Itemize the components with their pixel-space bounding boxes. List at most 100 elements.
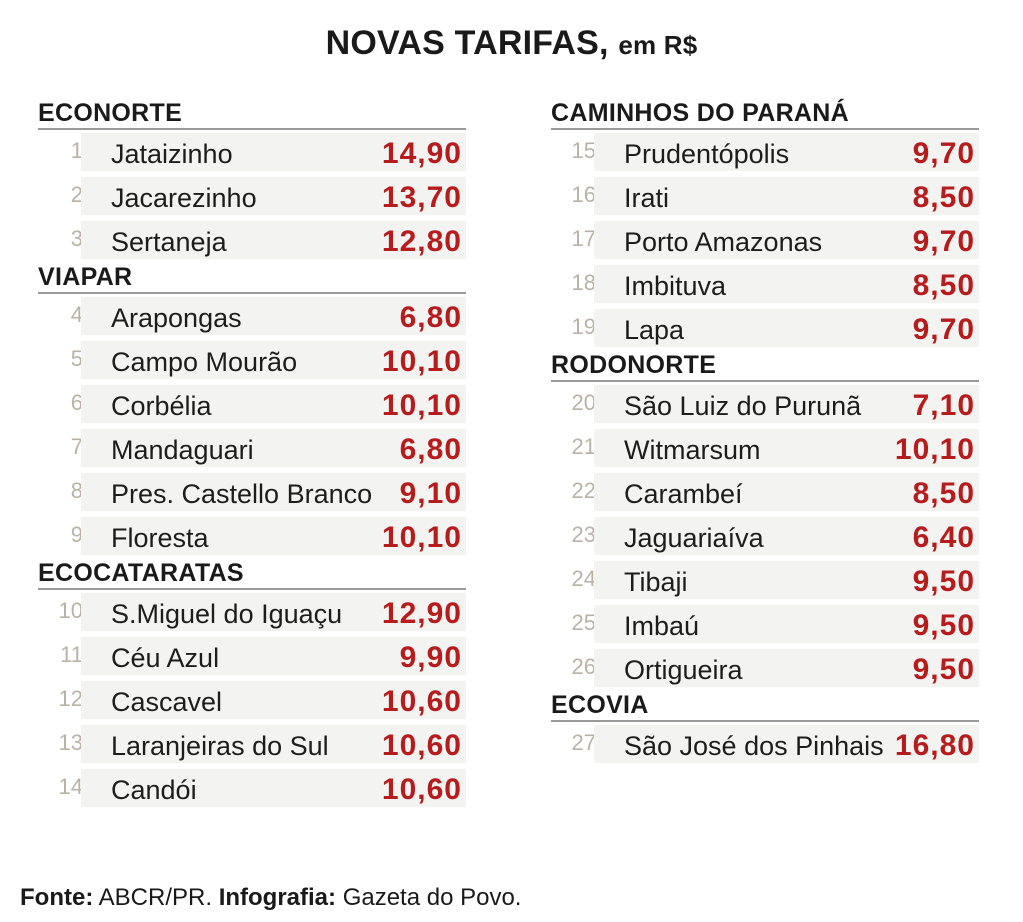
footer-credits: Fonte: ABCR/PR. Infografia: Gazeta do Po… — [20, 884, 521, 912]
concession-group: ECOVIA 27 São José dos Pinhais 16,80 — [551, 690, 979, 766]
row-background: Floresta 10,10 — [81, 517, 466, 555]
toll-number: 7 — [70, 434, 83, 459]
row-background: Witmarsum 10,10 — [594, 429, 979, 467]
toll-number: 20 — [571, 390, 596, 415]
concession-group: CAMINHOS DO PARANÁ 15 Prudentópolis 9,70 16 I… — [551, 98, 979, 350]
toll-number: 25 — [571, 610, 596, 635]
concession-group: VIAPAR 4 Arapongas 6,80 5 Campo Mourão 10,10 6 C… — [38, 262, 466, 558]
toll-number: 18 — [571, 270, 596, 295]
toll-number: 4 — [70, 302, 83, 327]
tariff-row: 4 Arapongas 6,80 — [55, 294, 466, 338]
toll-city: Witmarsum — [624, 435, 761, 465]
row-background: Pres. Castello Branco 9,10 — [81, 473, 466, 511]
toll-price: 9,90 — [399, 641, 462, 674]
toll-number: 3 — [70, 226, 83, 251]
tariff-row: 18 Imbituva 8,50 — [568, 262, 979, 306]
toll-city: Jaguariaíva — [624, 523, 764, 553]
row-background: Prudentópolis 9,70 — [594, 133, 979, 171]
row-background: Cascavel 10,60 — [81, 681, 466, 719]
row-background: Carambeí 8,50 — [594, 473, 979, 511]
row-background: Laranjeiras do Sul 10,60 — [81, 725, 466, 763]
tariff-row: 21 Witmarsum 10,10 — [568, 426, 979, 470]
toll-price: 10,10 — [894, 433, 975, 466]
toll-number: 24 — [571, 566, 596, 591]
tariff-row: 7 Mandaguari 6,80 — [55, 426, 466, 470]
toll-number: 23 — [571, 522, 596, 547]
tariff-row: 9 Floresta 10,10 — [55, 514, 466, 558]
toll-price: 6,40 — [912, 521, 975, 554]
toll-number: 14 — [58, 774, 83, 799]
row-background: Ortigueira 9,50 — [594, 649, 979, 687]
toll-price: 6,80 — [399, 433, 462, 466]
toll-number: 2 — [70, 182, 83, 207]
row-background: Candói 10,60 — [81, 769, 466, 807]
row-background: Porto Amazonas 9,70 — [594, 221, 979, 259]
row-background: Jataizinho 14,90 — [81, 133, 466, 171]
toll-number: 11 — [60, 642, 83, 667]
tariff-row: 3 Sertaneja 12,80 — [55, 218, 466, 262]
toll-city: São Luiz do Purunã — [624, 391, 862, 421]
toll-number: 5 — [70, 346, 83, 371]
toll-city: Lapa — [624, 315, 685, 345]
toll-city: Jacarezinho — [111, 183, 257, 213]
row-background: Imbituva 8,50 — [594, 265, 979, 303]
toll-number: 1 — [70, 138, 83, 163]
toll-price: 10,60 — [381, 729, 462, 762]
toll-number: 21 — [571, 434, 596, 459]
toll-city: Sertaneja — [111, 227, 227, 257]
toll-number: 16 — [571, 182, 596, 207]
tariff-row: 26 Ortigueira 9,50 — [568, 646, 979, 690]
toll-price: 10,10 — [381, 345, 462, 378]
toll-price: 9,10 — [399, 477, 462, 510]
toll-price: 6,80 — [399, 301, 462, 334]
concession-name: CAMINHOS DO PARANÁ — [551, 98, 979, 130]
row-background: São José dos Pinhais 16,80 — [594, 725, 979, 763]
row-background: Irati 8,50 — [594, 177, 979, 215]
toll-city: Porto Amazonas — [624, 227, 823, 257]
toll-price: 7,10 — [912, 389, 975, 422]
tariff-row: 1 Jataizinho 14,90 — [55, 130, 466, 174]
tariff-row: 10 S.Miguel do Iguaçu 12,90 — [55, 590, 466, 634]
concession-group: RODONORTE 20 São Luiz do Purunã 7,10 21 Witma… — [551, 350, 979, 690]
toll-city: Floresta — [111, 523, 209, 553]
tariff-row: 19 Lapa 9,70 — [568, 306, 979, 350]
row-background: Arapongas 6,80 — [81, 297, 466, 335]
toll-price: 14,90 — [381, 137, 462, 170]
tariff-row: 11 Céu Azul 9,90 — [55, 634, 466, 678]
row-background: Tibaji 9,50 — [594, 561, 979, 599]
toll-price: 10,60 — [381, 685, 462, 718]
toll-number: 26 — [571, 654, 596, 679]
page-title: NOVAS TARIFAS, em R$ — [0, 24, 1023, 63]
toll-city: Jataizinho — [111, 139, 233, 169]
row-background: S.Miguel do Iguaçu 12,90 — [81, 593, 466, 631]
row-background: São Luiz do Purunã 7,10 — [594, 385, 979, 423]
title-unit: em R$ — [618, 30, 698, 60]
toll-price: 12,90 — [381, 597, 462, 630]
toll-price: 9,50 — [912, 565, 975, 598]
concession-name: VIAPAR — [38, 262, 466, 294]
tariff-row: 27 São José dos Pinhais 16,80 — [568, 722, 979, 766]
toll-city: Céu Azul — [111, 643, 220, 673]
tariff-row: 5 Campo Mourão 10,10 — [55, 338, 466, 382]
tariff-row: 13 Laranjeiras do Sul 10,60 — [55, 722, 466, 766]
toll-city: Campo Mourão — [111, 347, 298, 377]
toll-city: Corbélia — [111, 391, 212, 421]
toll-city: Ortigueira — [624, 655, 743, 685]
toll-city: São José dos Pinhais — [624, 731, 884, 761]
row-background: Lapa 9,70 — [594, 309, 979, 347]
credit-value: Gazeta do Povo. — [342, 884, 522, 911]
toll-number: 12 — [58, 686, 83, 711]
toll-price: 16,80 — [894, 729, 975, 762]
toll-price: 8,50 — [912, 181, 975, 214]
toll-city: Prudentópolis — [624, 139, 790, 169]
concession-name: ECOCATARATAS — [38, 558, 466, 590]
concession-group: ECONORTE 1 Jataizinho 14,90 2 Jacarezinho 13,7… — [38, 98, 466, 262]
source-label: Fonte: — [20, 884, 94, 911]
concession-name: ECOVIA — [551, 690, 979, 722]
tariff-row: 12 Cascavel 10,60 — [55, 678, 466, 722]
tariff-row: 25 Imbaú 9,50 — [568, 602, 979, 646]
toll-number: 19 — [571, 314, 596, 339]
toll-price: 10,10 — [381, 521, 462, 554]
row-background: Jaguariaíva 6,40 — [594, 517, 979, 555]
toll-city: Irati — [624, 183, 670, 213]
